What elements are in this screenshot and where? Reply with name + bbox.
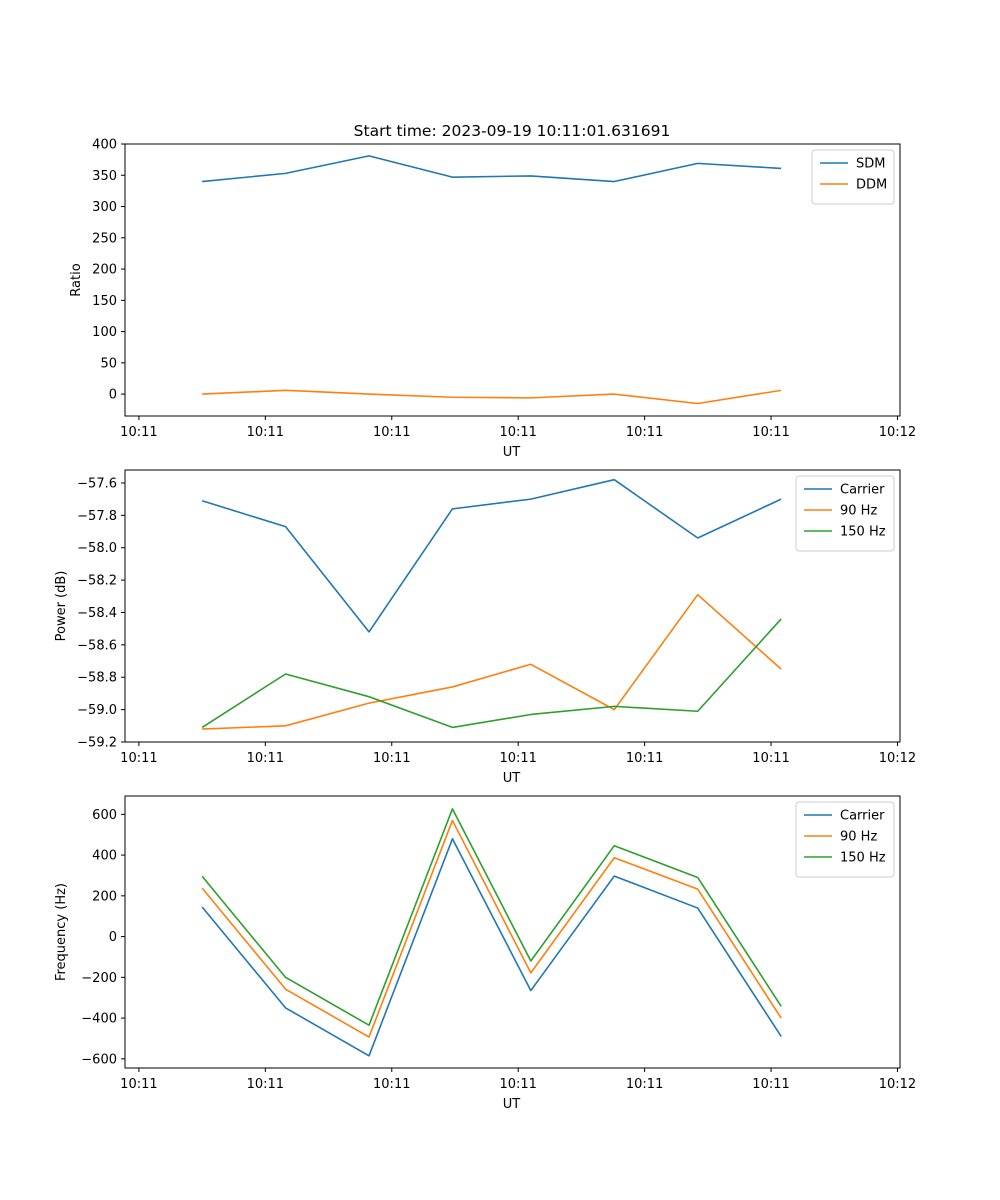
series-line-sdm	[202, 155, 782, 183]
y-tick-label: −58.2	[77, 574, 117, 589]
x-tick-label: 10:11	[373, 425, 410, 440]
x-tick-label: 10:12	[879, 751, 916, 766]
x-tick-label: 10:11	[373, 751, 410, 766]
x-axis-label: UT	[503, 771, 521, 786]
y-tick-label: 600	[92, 808, 117, 823]
x-tick-label: 10:11	[120, 425, 157, 440]
y-tick-label: −58.0	[77, 541, 117, 556]
y-tick-label: 0	[109, 388, 117, 403]
x-tick-label: 10:11	[373, 1077, 410, 1092]
y-tick-label: 150	[92, 294, 117, 309]
y-tick-label: −57.6	[77, 476, 117, 491]
axes-frame	[124, 469, 901, 743]
x-tick-label: 10:11	[626, 1077, 663, 1092]
series-line-ddm	[202, 389, 782, 405]
figure-title: Start time: 2023-09-19 10:11:01.631691	[354, 122, 671, 140]
y-tick-label: 200	[92, 263, 117, 278]
y-tick-label: 400	[92, 138, 117, 153]
legend-label: 150 Hz	[840, 525, 886, 540]
series-line-150-hz	[201, 808, 782, 1027]
y-tick-label: 250	[92, 231, 117, 246]
x-tick-label: 10:11	[752, 1077, 789, 1092]
x-axis-label: UT	[503, 1097, 521, 1112]
legend-label: Carrier	[840, 809, 885, 824]
legend-label: Carrier	[840, 483, 885, 498]
x-tick-label: 10:11	[499, 425, 536, 440]
y-tick-label: 200	[92, 889, 117, 904]
charts: 10:11 10:11 10:11 10:11 10:11 10:11 10:12 0 50 10…	[54, 138, 916, 1113]
legend-box	[795, 475, 895, 552]
x-tick-label: 10:11	[752, 425, 789, 440]
y-tick-label: −600	[81, 1052, 117, 1067]
x-axis-label: UT	[503, 445, 521, 460]
legend-box	[795, 801, 895, 878]
y-tick-label: −59.2	[77, 736, 117, 751]
x-tick-label: 10:11	[247, 751, 284, 766]
x-tick-label: 10:11	[499, 751, 536, 766]
legend-label: 90 Hz	[840, 830, 877, 845]
series-line-carrier	[201, 478, 782, 633]
y-tick-label: −58.4	[77, 606, 117, 621]
series-line-90-hz	[202, 593, 782, 730]
x-tick-label: 10:12	[879, 1077, 916, 1092]
x-tick-label: 10:12	[879, 425, 916, 440]
y-tick-label: 100	[92, 325, 117, 340]
axes-frame	[124, 795, 901, 1069]
x-tick-label: 10:11	[120, 751, 157, 766]
axes-frame	[124, 143, 901, 417]
y-tick-label: −57.8	[77, 509, 117, 524]
y-axis-label: Power (dB)	[54, 571, 69, 642]
x-tick-label: 10:11	[626, 425, 663, 440]
y-tick-label: 350	[92, 169, 117, 184]
y-tick-label: 50	[100, 356, 117, 371]
y-axis-label: Frequency (Hz)	[54, 883, 69, 981]
series-line-carrier	[201, 837, 782, 1057]
y-tick-label: 400	[92, 849, 117, 864]
chart-panel-3: 10:11 10:11 10:11 10:11 10:11 10:11 10:12 −600 −…	[54, 795, 916, 1112]
chart-panel-1: 10:11 10:11 10:11 10:11 10:11 10:11 10:12 0 50 10…	[69, 138, 916, 461]
x-tick-label: 10:11	[247, 1077, 284, 1092]
y-tick-label: 300	[92, 200, 117, 215]
y-tick-label: −59.0	[77, 703, 117, 718]
legend-label: 90 Hz	[840, 504, 877, 519]
y-tick-label: −200	[81, 971, 117, 986]
y-tick-label: 0	[109, 930, 117, 945]
chart-panel-2: 10:11 10:11 10:11 10:11 10:11 10:11 10:12 −59.2…	[54, 469, 916, 786]
y-tick-label: −58.6	[77, 638, 117, 653]
series-line-90-hz	[201, 819, 782, 1038]
legend-label: 150 Hz	[840, 851, 886, 866]
x-tick-label: 10:11	[247, 425, 284, 440]
x-tick-label: 10:11	[626, 751, 663, 766]
y-axis-label: Ratio	[69, 263, 84, 296]
series-line-150-hz	[201, 618, 782, 729]
y-tick-label: −58.8	[77, 671, 117, 686]
y-tick-label: −400	[81, 1012, 117, 1027]
x-tick-label: 10:11	[752, 751, 789, 766]
legend-label: DDM	[856, 178, 887, 193]
x-tick-label: 10:11	[499, 1077, 536, 1092]
legend-label: SDM	[856, 157, 885, 172]
x-tick-label: 10:11	[120, 1077, 157, 1092]
